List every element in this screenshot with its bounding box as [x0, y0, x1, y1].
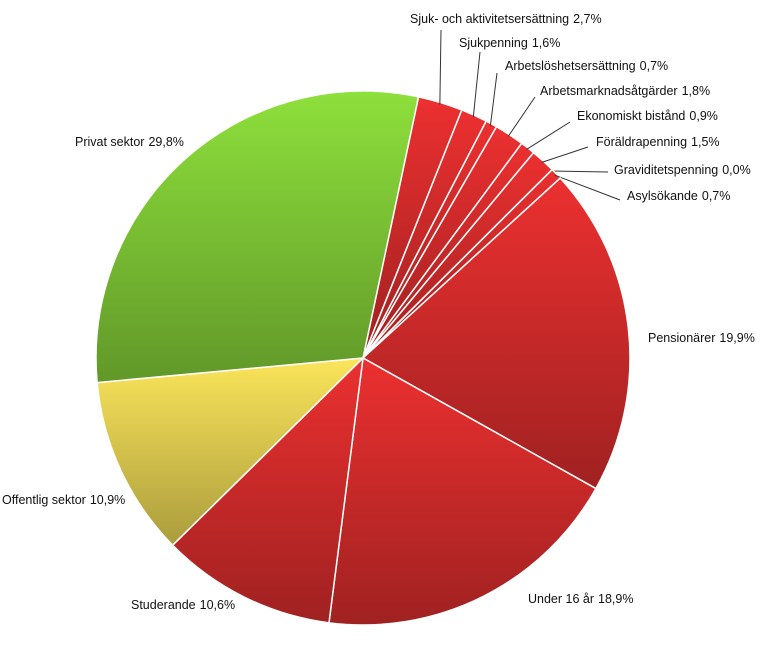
slice-name: Ekonomiskt bistånd — [577, 109, 685, 123]
slice-value: 0,9% — [689, 109, 718, 123]
slice-name: Sjuk- och aktivitetsersättning — [410, 12, 569, 26]
slice-label: Privat sektor 29,8% — [75, 135, 184, 149]
pie-slice — [96, 357, 366, 547]
slice-value: 10,6% — [200, 598, 235, 612]
slice-label: Föräldrapenning 1,5% — [596, 135, 720, 149]
slice-value: 18,9% — [598, 592, 633, 606]
pie-slice — [328, 356, 597, 626]
slice-name: Föräldrapenning — [596, 135, 687, 149]
slice-label: Graviditetspenning 0,0% — [614, 163, 751, 177]
slice-label: Asylsökande 0,7% — [627, 189, 730, 203]
slice-value: 2,7% — [573, 12, 602, 26]
slice-value: 29,8% — [148, 135, 183, 149]
leader-line — [550, 170, 609, 173]
slice-name: Asylsökande — [627, 189, 698, 203]
slice-value: 10,9% — [90, 493, 125, 507]
slice-name: Arbetsmarknadsåtgärder — [540, 84, 678, 98]
pie-slice — [171, 355, 365, 624]
slice-label: Sjukpenning 1,6% — [459, 36, 560, 50]
slice-label: Offentlig sektor 10,9% — [2, 493, 125, 507]
slice-name: Pensionärer — [648, 331, 715, 345]
slice-label: Sjuk- och aktivitetsersättning 2,7% — [410, 12, 602, 26]
leader-line — [554, 174, 621, 201]
slice-label: Pensionärer 19,9% — [648, 331, 755, 345]
leader-line — [526, 121, 571, 150]
slice-name: Graviditetspenning — [614, 163, 718, 177]
leader-line — [439, 29, 442, 105]
slice-value: 1,6% — [532, 36, 561, 50]
pie-slice — [95, 90, 420, 384]
slice-name: Offentlig sektor — [2, 493, 86, 507]
slice-value: 0,7% — [640, 59, 669, 73]
leader-line — [489, 72, 498, 126]
pie-slice — [361, 177, 631, 490]
slice-name: Under 16 år — [528, 592, 594, 606]
slice-label: Ekonomiskt bistånd 0,9% — [577, 109, 718, 123]
slice-value: 1,5% — [691, 135, 720, 149]
leader-line — [507, 96, 536, 137]
slice-label: Studerande 10,6% — [131, 598, 235, 612]
slice-value: 0,7% — [702, 189, 731, 203]
slice-value: 0,0% — [722, 163, 751, 177]
slice-label: Arbetslöshetsersättning 0,7% — [505, 59, 668, 73]
slice-name: Studerande — [131, 598, 196, 612]
leader-line — [472, 51, 481, 118]
slice-value: 1,8% — [682, 84, 711, 98]
slice-name: Sjukpenning — [459, 36, 528, 50]
slice-value: 19,9% — [719, 331, 754, 345]
slice-label: Under 16 år 18,9% — [528, 592, 633, 606]
slice-name: Arbetslöshetsersättning — [505, 59, 636, 73]
leader-line — [541, 146, 589, 163]
slice-name: Privat sektor — [75, 135, 144, 149]
slice-label: Arbetsmarknadsåtgärder 1,8% — [540, 84, 710, 98]
